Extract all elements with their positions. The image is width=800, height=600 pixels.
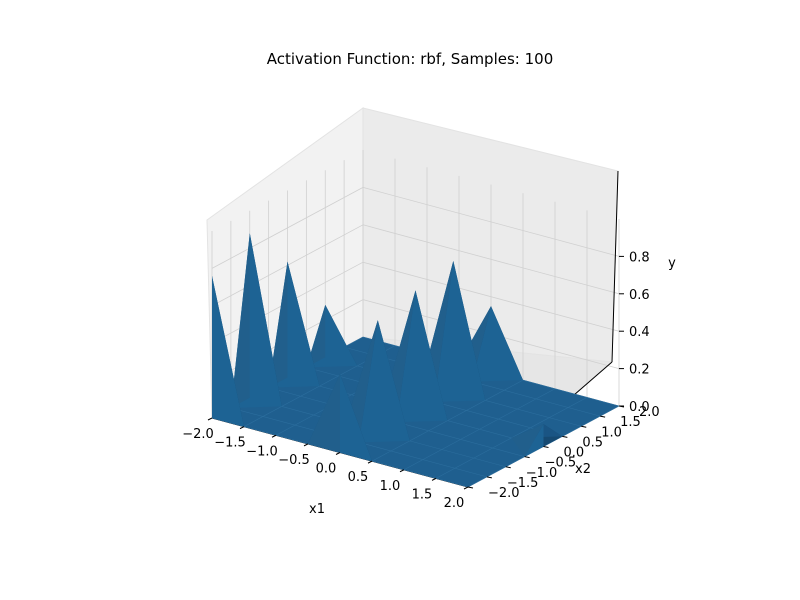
chart-title: Activation Function: rbf, Samples: 100 [267,50,554,68]
surface-mesh-line [371,379,524,462]
y-tick-label: 0.4 [629,325,650,340]
surface-peak-right-face [358,320,410,443]
x1-tick-label: −1.5 [214,436,246,451]
surface-mesh-line [403,388,556,471]
x1-tick-label: −1.0 [246,444,278,459]
x1-tick-label: 0.0 [316,462,337,477]
y-tick-label: 0.8 [629,250,650,265]
x1-tick-label: 2.0 [444,496,465,511]
y-axis-label: y [668,256,676,271]
x2-tick-mark [600,415,606,418]
x2-tick-label: 2.0 [639,405,660,420]
surface-peak-right-face [472,306,523,382]
x2-axis-label: x2 [575,462,591,477]
x2-tick-label: −2.0 [488,486,520,501]
x2-tick-label: 1.0 [601,425,622,440]
x1-tick-label: 0.5 [348,470,369,485]
x1-tick-label: 1.5 [412,487,433,502]
back-grid-horizontal [362,261,620,332]
surface-peak-front-face [511,424,544,457]
left-grid-horizontal [211,187,364,269]
surface-peak-right-face [212,275,244,427]
x1-tick-label: −0.5 [278,453,310,468]
surface-peak-front-face [268,261,288,388]
x2-tick-mark [467,486,474,489]
x1-axis-label: x1 [309,502,325,517]
x1-tick-mark [463,486,469,490]
x1-tick-label: 1.0 [380,479,401,494]
tick-marks: −2.0−1.5−1.0−0.50.00.51.01.52.0−2.0−1.5−… [182,250,659,511]
y-axis-line [611,170,619,363]
x2-tick-label: 0.5 [582,435,603,450]
x2-tick-mark [505,466,511,469]
y-tick-label: 0.0 [629,400,650,415]
x1-tick-mark [335,452,341,455]
surface-mesh-line [435,397,588,479]
x2-tick-mark [562,435,568,438]
x2-tick-label: −1.5 [507,476,539,491]
surface-peak-front-face [306,304,326,368]
x1-tick-mark [367,460,373,464]
x1-tick-mark [239,426,245,430]
x2-tick-label: 0.0 [564,446,585,461]
back-grid-horizontal [362,187,620,257]
back-grid-horizontal [362,224,620,295]
x1-tick-label: −2.0 [182,427,214,442]
x2-tick-label: −1.0 [526,466,558,481]
x2-tick-mark [581,425,587,428]
surface-peak-right-face [396,290,448,423]
surface-peak-right-face [434,260,486,402]
x2-tick-mark [524,456,530,459]
surface-peak-front-face [308,374,340,453]
y-tick-label: 0.6 [629,288,650,303]
surface-peak-front-face [230,233,250,408]
x2-tick-label: 1.5 [620,415,641,430]
x1-tick-mark [271,434,277,438]
x1-tick-mark [399,469,405,473]
x2-tick-mark [543,446,549,448]
x2-tick-mark [486,476,492,479]
y-tick-label: 0.2 [629,363,650,378]
surface-peak-right-face [340,374,372,462]
x1-tick-mark [303,443,309,447]
x1-tick-mark [207,417,213,421]
surface [211,233,620,488]
x1-tick-mark [431,477,437,481]
x2-tick-label: −0.5 [545,456,577,471]
